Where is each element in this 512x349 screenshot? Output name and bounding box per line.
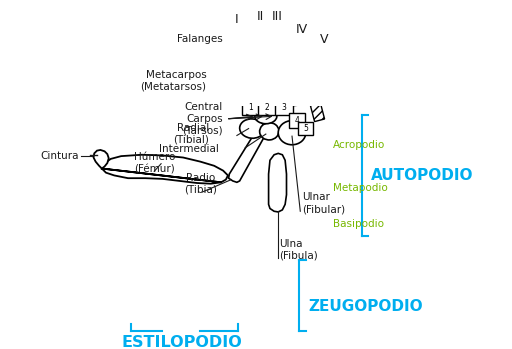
Bar (253, 22, 265, 31)
Text: ESTILOPODIO: ESTILOPODIO (121, 335, 242, 349)
Bar (299, 31, 310, 41)
Text: III: III (271, 10, 282, 23)
Bar (323, 43, 333, 52)
Text: II: II (257, 10, 264, 23)
Polygon shape (94, 150, 109, 169)
Text: Intermedial: Intermedial (159, 144, 219, 154)
Bar (231, 36, 242, 45)
Ellipse shape (260, 123, 279, 140)
Text: Húmero
(Fémur): Húmero (Fémur) (134, 153, 175, 174)
Text: 1: 1 (248, 103, 253, 112)
Bar (229, 23, 240, 33)
Text: Ulnar
(Fibular): Ulnar (Fibular) (302, 192, 345, 214)
Bar (258, 101, 276, 115)
Text: Falanges: Falanges (177, 34, 223, 44)
Text: Ulna
(Fibula): Ulna (Fibula) (280, 239, 318, 261)
Bar (296, 44, 307, 53)
Text: Central
Carpos
(Tarsos): Central Carpos (Tarsos) (182, 102, 223, 135)
Polygon shape (269, 153, 287, 212)
Text: Cintura: Cintura (40, 151, 78, 161)
Ellipse shape (278, 121, 306, 145)
Bar (270, 22, 281, 31)
Polygon shape (102, 155, 228, 184)
Bar (255, 49, 266, 99)
Bar (298, 122, 313, 135)
Text: Acropodio: Acropodio (333, 140, 386, 150)
Text: 4: 4 (294, 116, 300, 125)
Bar (275, 101, 293, 115)
Bar (255, 34, 266, 44)
Text: Radio
(Tibia): Radio (Tibia) (184, 173, 217, 195)
Text: Metapodio: Metapodio (333, 183, 388, 193)
Text: IV: IV (295, 23, 308, 36)
Polygon shape (229, 128, 266, 182)
Text: I: I (235, 13, 239, 25)
Text: Basipodio: Basipodio (333, 219, 385, 229)
Text: 3: 3 (281, 103, 286, 112)
Bar (301, 66, 325, 121)
Bar (289, 113, 305, 128)
Text: Radial
(Tibial): Radial (Tibial) (174, 123, 209, 145)
Bar (288, 56, 304, 106)
Bar (242, 101, 260, 115)
Ellipse shape (240, 119, 264, 138)
Text: 2: 2 (265, 103, 270, 112)
Text: V: V (319, 33, 328, 46)
Text: ZEUGOPODIO: ZEUGOPODIO (309, 299, 423, 314)
Text: 5: 5 (303, 124, 308, 133)
Ellipse shape (255, 109, 277, 124)
Text: AUTOPODIO: AUTOPODIO (371, 168, 473, 183)
Bar (231, 49, 249, 101)
Bar (271, 49, 283, 99)
Bar (271, 34, 283, 44)
Bar (317, 53, 328, 63)
Text: Metacarpos
(Metatarsos): Metacarpos (Metatarsos) (141, 70, 206, 92)
